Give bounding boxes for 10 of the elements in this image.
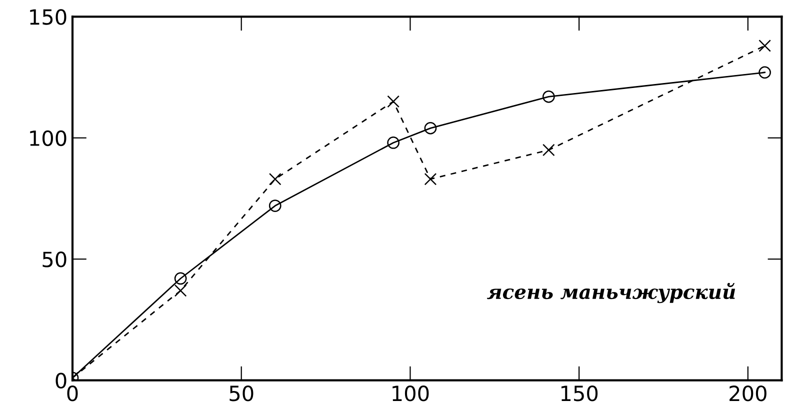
y-tick-label: 100	[30, 130, 66, 146]
x-tick-label: 0	[67, 386, 78, 402]
x-tick-label: 150	[561, 386, 598, 402]
x-tick-label: 200	[730, 386, 766, 402]
x-tick-label: 50	[230, 386, 254, 402]
y-tick-label: 0	[56, 372, 66, 389]
annotation: ясень маньчжурский	[487, 282, 736, 304]
x-tick-label: 100	[392, 386, 429, 402]
y-tick-label: 50	[42, 252, 66, 268]
y-tick-label: 150	[30, 9, 66, 25]
